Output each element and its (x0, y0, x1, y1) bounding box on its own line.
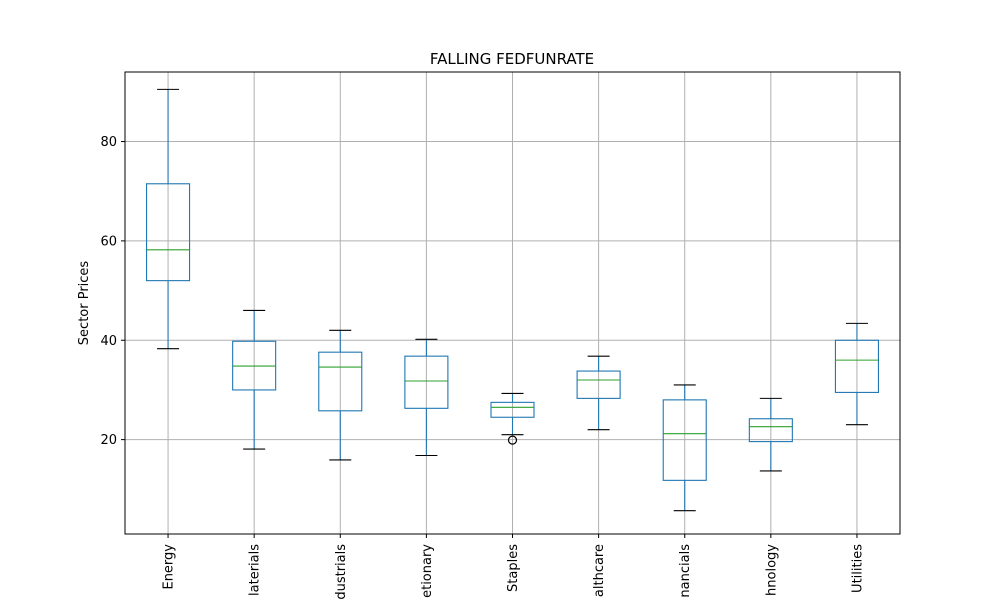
x-tick-label: etionary (420, 544, 435, 598)
x-tick-label: laterials (248, 544, 263, 596)
box-layer (146, 88, 879, 512)
iqr-box (834, 339, 879, 393)
iqr-box (318, 351, 363, 412)
y-tick-label: 60 (100, 234, 117, 249)
x-tick-label: hnology (764, 544, 779, 596)
x-tick-label: Utilities (850, 544, 865, 593)
iqr-box (662, 399, 707, 481)
y-tick-label: 20 (100, 433, 117, 448)
tick-layer: 20 40 60 80 Energy laterials dustrials etionary… (100, 135, 865, 600)
box-8 (748, 397, 793, 472)
box-3 (318, 329, 363, 461)
box-9 (834, 322, 879, 426)
grid-layer (125, 72, 900, 534)
box-6 (576, 355, 621, 431)
iqr-box (576, 370, 621, 399)
iqr-box (748, 418, 793, 443)
box-7 (662, 384, 707, 512)
box-5 (490, 392, 535, 445)
y-axis-label: Sector Prices (77, 261, 92, 346)
y-tick-label: 40 (100, 334, 117, 349)
x-tick-label: dustrials (334, 544, 349, 600)
iqr-box (404, 355, 449, 409)
y-tick-label: 80 (100, 135, 117, 150)
box-2 (232, 309, 277, 450)
box-4 (404, 338, 449, 457)
box-1 (146, 88, 191, 350)
iqr-box (490, 401, 535, 418)
chart-title: FALLING FEDFUNRATE (430, 50, 594, 68)
outlier-point (507, 435, 518, 445)
x-tick-label: Energy (162, 544, 177, 590)
iqr-box (146, 183, 191, 282)
x-tick-label: nancials (678, 544, 693, 598)
x-tick-label: Staples (506, 544, 521, 592)
x-tick-label: althcare (592, 544, 607, 597)
